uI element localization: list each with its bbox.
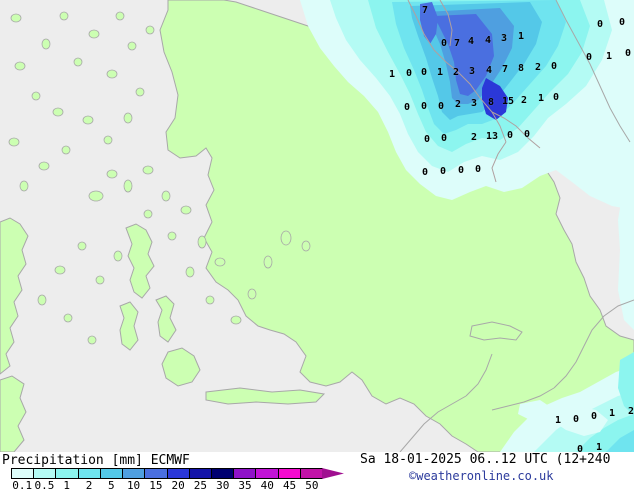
scale-tick-label: 0.1 bbox=[12, 479, 33, 492]
scale-tick-label: 2 bbox=[85, 479, 93, 492]
color-swatch bbox=[145, 469, 168, 478]
precip-value-label: 0 bbox=[457, 165, 465, 176]
precip-value-label: 0 bbox=[420, 67, 428, 78]
scale-tick-label: 10 bbox=[126, 479, 141, 492]
precip-value-label: 0 bbox=[437, 101, 445, 112]
precip-value-label: 0 bbox=[440, 133, 448, 144]
precip-value-label: 1 bbox=[554, 415, 562, 426]
color-swatch bbox=[234, 469, 257, 478]
precip-value-label: 0 bbox=[590, 411, 598, 422]
precipitation-map[interactable]: 7 0 7 4 4 3 1 0 0 1 0 0 1 2 3 4 7 8 2 0 0 1 0 0 0 0 2 3 8 15 2 1 0 0 0 2 13 0… bbox=[0, 0, 634, 452]
precip-value-label: 0 bbox=[474, 164, 482, 175]
precip-value-label: 2 bbox=[470, 132, 478, 143]
scale-tick-label: 45 bbox=[282, 479, 297, 492]
map-footer: Precipitation [mm] ECMWF 0.1 0.5 1 2 5 10 15 20… bbox=[0, 452, 634, 492]
precip-value-label: 0 bbox=[618, 17, 626, 28]
precip-value-label: 7 bbox=[421, 5, 429, 16]
color-swatch bbox=[300, 469, 323, 478]
precip-value-label: 0 bbox=[420, 101, 428, 112]
precip-value-label: 0 bbox=[440, 38, 448, 49]
color-swatch bbox=[56, 469, 79, 478]
color-swatch bbox=[189, 469, 212, 478]
precip-value-label: 0 bbox=[403, 102, 411, 113]
legend-title: Precipitation [mm] ECMWF bbox=[2, 453, 190, 468]
color-scale-bar bbox=[11, 468, 323, 479]
precip-value-label: 8 bbox=[517, 63, 525, 74]
precip-value-label: 4 bbox=[467, 36, 475, 47]
copyright-credit: ©weatheronline.co.uk bbox=[409, 469, 554, 483]
scale-tick-label: 20 bbox=[171, 479, 185, 492]
color-scale bbox=[11, 468, 344, 479]
precip-value-label: 7 bbox=[501, 64, 509, 75]
precip-value-label: 1 bbox=[388, 69, 396, 80]
precip-value-label: 0 bbox=[572, 414, 580, 425]
precip-value-label: 0 bbox=[506, 130, 514, 141]
color-scale-ticks: 0.1 0.5 1 2 5 10 15 20 25 30 35 40 45 50 bbox=[0, 479, 330, 492]
precip-value-label: 2 bbox=[534, 62, 542, 73]
precip-value-label: 7 bbox=[453, 38, 461, 49]
color-swatch bbox=[167, 469, 190, 478]
precip-value-label: 0 bbox=[585, 52, 593, 63]
precip-value-label: 0 bbox=[596, 19, 604, 30]
scale-tick-label: 15 bbox=[149, 479, 163, 492]
precip-value-label: 0 bbox=[423, 134, 431, 145]
color-swatch bbox=[211, 469, 235, 478]
precip-value-label: 13 bbox=[485, 131, 499, 142]
precip-value-label: 3 bbox=[470, 98, 478, 109]
internal-borders bbox=[399, 0, 634, 452]
precip-value-label: 2 bbox=[520, 95, 528, 106]
color-swatch bbox=[12, 469, 35, 478]
color-swatch bbox=[78, 469, 101, 478]
precip-value-label: 2 bbox=[454, 99, 462, 110]
precip-value-label: 2 bbox=[452, 67, 460, 78]
scale-tick-label: 40 bbox=[260, 479, 274, 492]
scale-tick-label: 30 bbox=[216, 479, 230, 492]
precip-value-label: 0 bbox=[439, 166, 447, 177]
precip-value-label: 0 bbox=[421, 167, 429, 178]
scale-tick-label: 1 bbox=[63, 479, 71, 492]
precip-value-label: 0 bbox=[576, 444, 584, 453]
precip-value-label: 0 bbox=[624, 48, 632, 59]
precip-value-label: 1 bbox=[595, 442, 603, 453]
color-swatch bbox=[123, 469, 146, 478]
precip-value-label: 1 bbox=[537, 93, 545, 104]
scale-tick-label: 0.5 bbox=[34, 479, 55, 492]
precip-value-label: 0 bbox=[552, 92, 560, 103]
border-lines bbox=[407, 0, 541, 183]
color-swatch bbox=[278, 469, 301, 478]
precip-value-label: 8 bbox=[487, 97, 495, 108]
color-swatch bbox=[256, 469, 279, 478]
map-canvas bbox=[0, 0, 634, 452]
precip-value-label: 2 bbox=[627, 406, 634, 417]
scale-tick-label: 25 bbox=[193, 479, 208, 492]
precip-value-label: 1 bbox=[436, 67, 444, 78]
precip-value-label: 15 bbox=[501, 96, 515, 107]
precip-value-label: 1 bbox=[517, 31, 525, 42]
precip-value-label: 0 bbox=[405, 68, 413, 79]
color-swatch bbox=[100, 469, 124, 478]
precip-value-label: 1 bbox=[608, 408, 616, 419]
precip-value-label: 0 bbox=[550, 61, 558, 72]
scale-tick-label: 35 bbox=[238, 479, 252, 492]
scale-tick-label: 5 bbox=[107, 479, 115, 492]
forecast-timestamp: Sa 18-01-2025 06..12 UTC (12+240 bbox=[360, 452, 611, 467]
precip-value-label: 3 bbox=[500, 33, 508, 44]
precip-value-label: 1 bbox=[605, 51, 613, 62]
scale-tick-label: 50 bbox=[305, 479, 319, 492]
precip-value-label: 4 bbox=[484, 35, 492, 46]
color-swatch bbox=[34, 469, 57, 478]
scale-overflow-arrow-icon bbox=[322, 468, 344, 479]
precip-value-label: 0 bbox=[523, 129, 531, 140]
precip-value-label: 3 bbox=[468, 66, 476, 77]
precip-value-label: 4 bbox=[485, 65, 493, 76]
